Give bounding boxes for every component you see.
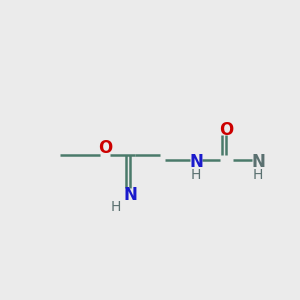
Text: N: N <box>123 186 137 204</box>
Text: O: O <box>219 121 233 139</box>
Text: H: H <box>111 200 121 214</box>
Text: O: O <box>98 139 112 157</box>
Text: H: H <box>253 168 263 182</box>
Text: N: N <box>189 153 203 171</box>
Text: H: H <box>191 168 201 182</box>
Text: N: N <box>251 153 265 171</box>
